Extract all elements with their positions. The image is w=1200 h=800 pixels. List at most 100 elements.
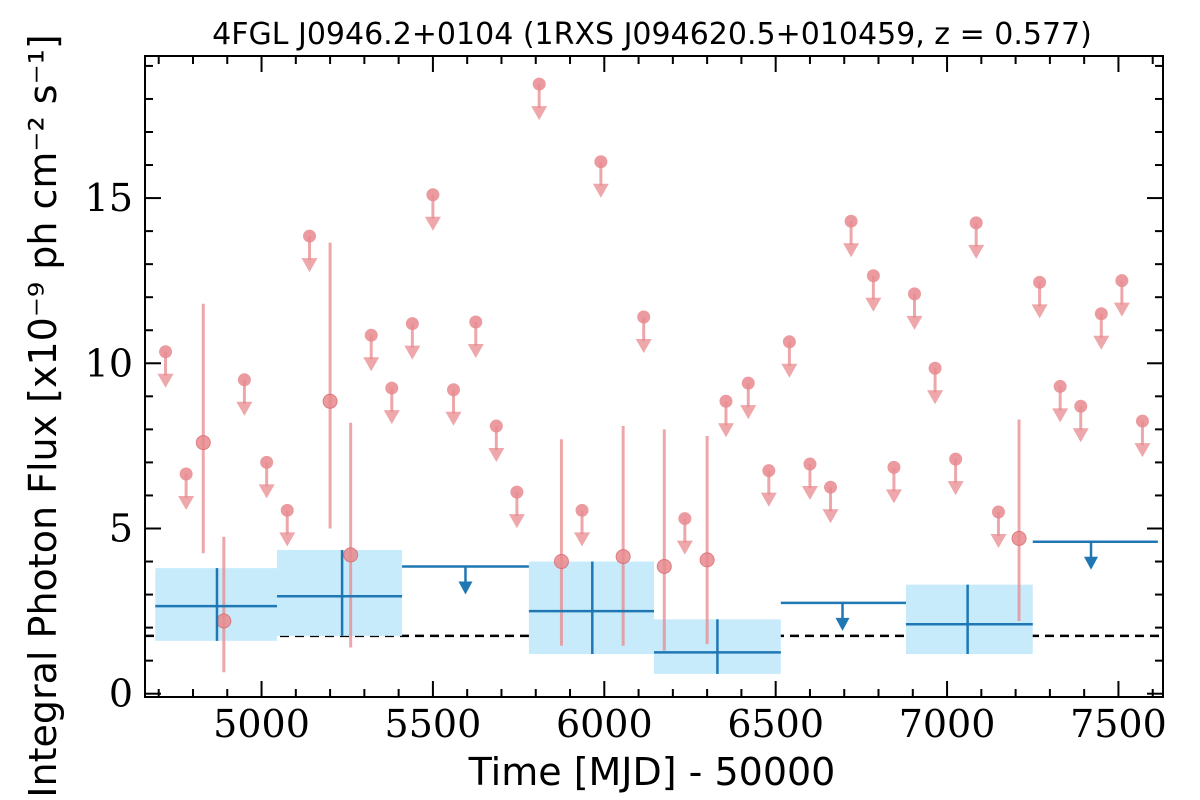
- short-bin-upper-limit-point: [469, 315, 483, 329]
- short-bin-upper-limit-point: [741, 376, 755, 390]
- x-tick-label: 5500: [385, 702, 482, 746]
- short-bin-upper-limit-point: [575, 503, 589, 517]
- short-bin-upper-limit-arrow: [1052, 408, 1069, 423]
- y-tick-label: 10: [85, 341, 133, 385]
- plot-frame: [144, 55, 1164, 698]
- short-bin-upper-limit-arrow: [363, 357, 380, 372]
- short-bin-upper-limit-arrow: [906, 315, 923, 330]
- short-bin-upper-limit-arrow: [1031, 304, 1048, 319]
- short-bin-upper-limit-arrow: [531, 106, 548, 121]
- short-bin-upper-limit-arrow: [574, 532, 591, 547]
- short-bin-upper-limit-arrow: [467, 343, 484, 358]
- short-bin-upper-limit-arrow: [740, 405, 757, 420]
- short-bin-upper-limit-point: [1033, 275, 1047, 289]
- plot-frame-layer: [144, 55, 1164, 698]
- short-bin-upper-limit-point: [385, 381, 399, 395]
- short-bin-upper-limit-arrow: [760, 492, 777, 507]
- short-bin-point: [322, 393, 338, 409]
- short-bin-upper-limit-point: [803, 457, 817, 471]
- short-bin-upper-limit-arrow: [822, 509, 839, 524]
- short-bin-upper-limit-arrow: [676, 540, 693, 555]
- short-bin-upper-limit-arrow: [1072, 428, 1089, 443]
- short-bin-upper-limit-point: [782, 335, 796, 349]
- short-bin-upper-limit-arrow: [781, 363, 798, 378]
- long-bin-upper-limit-arrow: [1084, 556, 1099, 570]
- short-bin-upper-limit-arrow: [717, 423, 734, 438]
- x-tick-label: 5000: [213, 702, 310, 746]
- short-bin-upper-limit-point: [762, 464, 776, 478]
- y-tick-label: 15: [85, 176, 133, 220]
- short-bin-upper-limit-point: [866, 269, 880, 283]
- short-bin-upper-limit-arrow: [488, 448, 505, 463]
- short-bin-upper-limit-point: [1094, 307, 1108, 321]
- short-bin-point: [1011, 530, 1027, 546]
- chart-title: 4FGL J0946.2+0104 (1RXS J094620.5+010459…: [212, 17, 1092, 52]
- short-bin-upper-limit-arrow: [635, 339, 652, 354]
- short-bin-upper-limit-arrow: [990, 533, 1007, 548]
- short-bin-layer: [157, 77, 1151, 673]
- short-bin-point: [699, 552, 715, 568]
- short-bin-upper-limit-arrow: [843, 243, 860, 258]
- short-bin-upper-limit-arrow: [279, 532, 296, 547]
- short-bin-upper-limit-arrow: [258, 484, 275, 499]
- short-bin-upper-limit-arrow: [383, 410, 400, 425]
- short-bin-upper-limit-point: [179, 467, 193, 481]
- x-axis-label: Time [MJD] - 50000: [468, 750, 836, 794]
- short-bin-upper-limit-point: [364, 328, 378, 342]
- short-bin-upper-limit-arrow: [968, 244, 985, 259]
- short-bin-upper-limit-point: [678, 512, 692, 526]
- short-bin-upper-limit-arrow: [508, 514, 525, 529]
- short-bin-upper-limit-point: [844, 214, 858, 228]
- y-tick-label: 5: [109, 506, 133, 550]
- short-bin-upper-limit-point: [949, 452, 963, 466]
- short-bin-upper-limit-arrow: [404, 345, 421, 360]
- short-bin-upper-limit-arrow: [157, 373, 174, 388]
- long-bin-band: [276, 549, 403, 636]
- short-bin-upper-limit-arrow: [1093, 335, 1110, 350]
- short-bin-upper-limit-arrow: [424, 216, 441, 231]
- short-bin-upper-limit-point: [532, 77, 546, 91]
- short-bin-upper-limit-point: [510, 485, 524, 499]
- long-bin-upper-limit-arrow: [835, 617, 850, 631]
- short-bin-upper-limit-point: [405, 317, 419, 331]
- short-bin-upper-limit-point: [719, 394, 733, 408]
- short-bin-upper-limit-point: [594, 155, 608, 169]
- long-bin-upper-limit-arrow: [458, 581, 473, 595]
- short-bin-point: [216, 613, 232, 629]
- short-bin-upper-limit-point: [1053, 379, 1067, 393]
- short-bin-upper-limit-point: [159, 345, 173, 359]
- short-bin-upper-limit-point: [824, 480, 838, 494]
- short-bin-upper-limit-arrow: [301, 258, 318, 273]
- short-bin-upper-limit-arrow: [865, 297, 882, 312]
- short-bin-upper-limit-arrow: [1113, 302, 1130, 317]
- short-bin-upper-limit-arrow: [927, 390, 944, 405]
- short-bin-upper-limit-arrow: [445, 411, 462, 426]
- short-bin-upper-limit-point: [1115, 274, 1129, 288]
- short-bin-upper-limit-point: [446, 383, 460, 397]
- x-tick-label: 7500: [1070, 702, 1167, 746]
- short-bin-point: [553, 554, 569, 570]
- long-bin-band: [905, 584, 1033, 655]
- short-bin-upper-limit-point: [637, 310, 651, 324]
- short-bin-upper-limit-arrow: [1134, 443, 1151, 458]
- short-bin-upper-limit-arrow: [885, 489, 902, 504]
- short-bin-upper-limit-arrow: [947, 481, 964, 496]
- long-bin-layer: [155, 540, 1158, 674]
- short-bin-upper-limit-arrow: [178, 495, 195, 510]
- short-bin-upper-limit-point: [907, 287, 921, 301]
- short-bin-upper-limit-point: [237, 373, 251, 387]
- short-bin-point: [343, 547, 359, 563]
- short-bin-upper-limit-point: [1135, 414, 1149, 428]
- short-bin-upper-limit-point: [280, 503, 294, 517]
- short-bin-point: [195, 435, 211, 451]
- y-tick-label: 0: [109, 672, 133, 716]
- short-bin-point: [656, 558, 672, 574]
- short-bin-upper-limit-arrow: [236, 401, 253, 416]
- short-bin-upper-limit-point: [887, 460, 901, 474]
- short-bin-upper-limit-point: [303, 229, 317, 243]
- x-tick-label: 6000: [556, 702, 653, 746]
- short-bin-upper-limit-point: [426, 188, 440, 202]
- short-bin-upper-limit-point: [991, 505, 1005, 519]
- x-tick-label: 7000: [899, 702, 996, 746]
